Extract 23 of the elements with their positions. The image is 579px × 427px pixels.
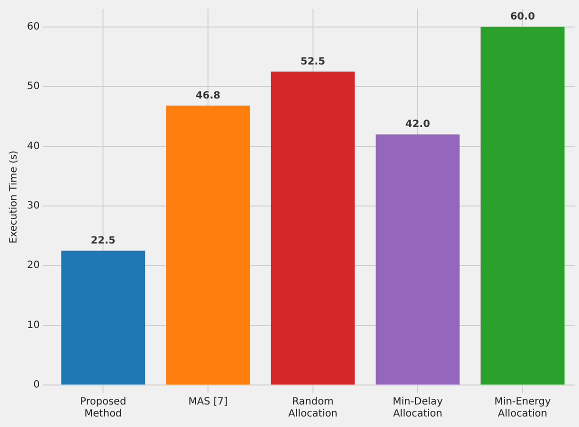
y-tick-label: 40 <box>26 140 40 152</box>
y-tick-label: 20 <box>26 260 40 272</box>
x-tick-label: Min-Energy Allocation <box>494 396 551 420</box>
x-tick-label: Proposed Method <box>80 396 126 420</box>
bar <box>480 26 565 384</box>
bar <box>270 72 355 384</box>
data-label: 22.5 <box>90 235 116 246</box>
y-tick-label: 30 <box>26 200 40 212</box>
x-tick-label: MAS [7] <box>188 396 228 408</box>
data-label: 52.5 <box>300 56 326 68</box>
data-label: 46.8 <box>196 90 220 102</box>
bar <box>166 106 250 384</box>
data-label: 42.0 <box>405 118 430 130</box>
y-tick-label: 60 <box>26 22 40 32</box>
y-tick-label: 50 <box>26 81 40 92</box>
bar <box>376 134 460 384</box>
y-tick-label: 10 <box>26 320 40 331</box>
y-axis-title: Execution Time (s) <box>8 150 20 244</box>
x-tick-label: Min-Delay Allocation <box>392 396 443 420</box>
data-label: 60.0 <box>510 12 535 22</box>
x-tick-label: Random Allocation <box>288 396 338 420</box>
y-tick-label: 0 <box>33 380 40 391</box>
bar <box>61 250 146 384</box>
